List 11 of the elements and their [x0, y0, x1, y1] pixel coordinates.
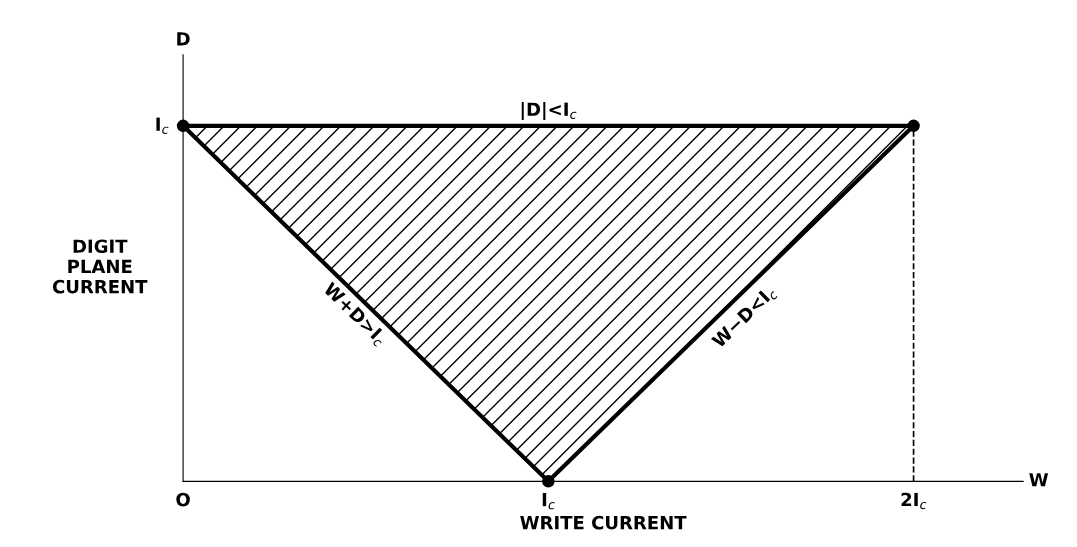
x-tick-label: 2I$_{c}$: [901, 492, 927, 510]
text: W: [1029, 473, 1049, 487]
x-axis-title: WRITE CURRENT: [520, 515, 687, 530]
x-tick-label: I$_{c}$: [542, 493, 555, 510]
annotation: W−D<I$_{c}$: [710, 284, 779, 351]
text: |D|<I$_{c}$: [521, 102, 577, 121]
y-axis-title: DIGIT PLANE CURRENT: [52, 239, 148, 294]
annotation: W+D>I$_{c}$: [320, 281, 389, 348]
x-tick-label: O: [176, 492, 190, 507]
text: I$_{c}$: [156, 117, 169, 134]
text: D: [177, 32, 190, 46]
